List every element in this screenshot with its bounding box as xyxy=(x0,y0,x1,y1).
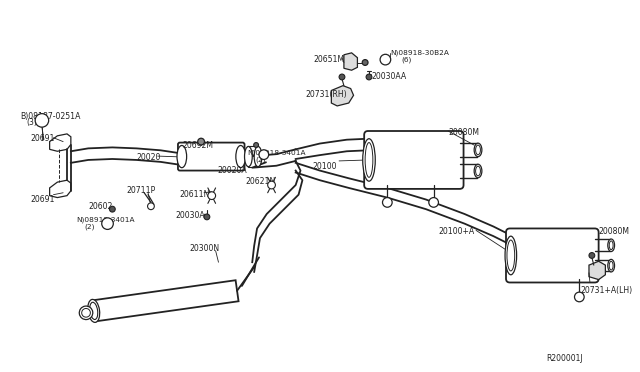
Ellipse shape xyxy=(476,145,481,155)
Ellipse shape xyxy=(236,145,246,168)
FancyBboxPatch shape xyxy=(364,131,463,189)
Circle shape xyxy=(589,253,595,259)
Text: N: N xyxy=(105,221,110,226)
Text: 20030AA: 20030AA xyxy=(371,72,406,81)
Circle shape xyxy=(339,74,345,80)
Text: 20300N: 20300N xyxy=(189,244,220,253)
Ellipse shape xyxy=(82,308,90,317)
Text: N: N xyxy=(383,57,388,62)
Ellipse shape xyxy=(88,299,100,323)
Circle shape xyxy=(429,198,438,207)
Circle shape xyxy=(259,150,269,160)
Ellipse shape xyxy=(505,236,516,275)
Ellipse shape xyxy=(177,145,187,168)
Ellipse shape xyxy=(254,147,262,167)
Text: B)08187-0251A: B)08187-0251A xyxy=(20,112,81,121)
Ellipse shape xyxy=(365,142,373,177)
Polygon shape xyxy=(332,86,353,106)
Ellipse shape xyxy=(90,302,98,320)
Circle shape xyxy=(575,292,584,302)
Circle shape xyxy=(204,214,210,220)
Text: N: N xyxy=(261,152,266,157)
Circle shape xyxy=(383,198,392,207)
Text: 20020: 20020 xyxy=(136,153,161,162)
Ellipse shape xyxy=(608,259,614,272)
Text: 20691: 20691 xyxy=(30,195,55,204)
Circle shape xyxy=(109,206,115,212)
Circle shape xyxy=(148,203,154,210)
Polygon shape xyxy=(589,261,605,280)
Circle shape xyxy=(198,138,205,145)
Ellipse shape xyxy=(609,261,613,270)
Text: 20100: 20100 xyxy=(313,162,337,171)
Text: B: B xyxy=(39,118,45,124)
Text: 20691: 20691 xyxy=(30,134,55,143)
Text: 20731+A(LH): 20731+A(LH) xyxy=(580,286,632,295)
Text: R200001J: R200001J xyxy=(547,354,583,363)
Text: N)08918-30B2A: N)08918-30B2A xyxy=(390,50,449,57)
Ellipse shape xyxy=(474,164,482,178)
Circle shape xyxy=(268,181,275,189)
Ellipse shape xyxy=(244,147,252,167)
Text: 20020A: 20020A xyxy=(218,166,247,175)
Text: 20692M: 20692M xyxy=(183,141,214,150)
Text: (2): (2) xyxy=(84,224,95,230)
Circle shape xyxy=(380,54,390,65)
Ellipse shape xyxy=(474,143,482,157)
Ellipse shape xyxy=(609,241,613,250)
Ellipse shape xyxy=(507,240,515,271)
Text: (2): (2) xyxy=(255,156,266,163)
FancyBboxPatch shape xyxy=(178,142,244,171)
FancyBboxPatch shape xyxy=(506,228,598,282)
Circle shape xyxy=(208,192,216,199)
Circle shape xyxy=(362,60,368,65)
Ellipse shape xyxy=(476,166,481,176)
Ellipse shape xyxy=(79,306,93,320)
Text: (3): (3) xyxy=(26,118,37,128)
Text: 20611N: 20611N xyxy=(180,190,211,199)
Polygon shape xyxy=(50,134,71,151)
Text: 20080M: 20080M xyxy=(598,227,630,235)
Text: 20100+A: 20100+A xyxy=(438,227,474,235)
Text: N)08918-3401A: N)08918-3401A xyxy=(248,149,306,156)
Circle shape xyxy=(253,142,259,147)
Circle shape xyxy=(366,74,372,80)
Text: (6): (6) xyxy=(402,57,412,63)
Text: 20602: 20602 xyxy=(88,202,113,211)
Text: N)08918-3401A: N)08918-3401A xyxy=(77,217,135,223)
Text: 20621N: 20621N xyxy=(246,177,276,186)
Ellipse shape xyxy=(363,139,375,181)
Ellipse shape xyxy=(608,239,614,251)
Text: 20731(RH): 20731(RH) xyxy=(305,90,347,99)
Polygon shape xyxy=(344,53,357,70)
Polygon shape xyxy=(92,280,239,321)
Text: 20030A: 20030A xyxy=(175,211,205,220)
Text: 20651M: 20651M xyxy=(313,55,344,64)
Text: 20711P: 20711P xyxy=(127,186,156,195)
Text: 20080M: 20080M xyxy=(448,128,479,137)
Circle shape xyxy=(35,113,49,127)
Circle shape xyxy=(102,218,113,230)
Polygon shape xyxy=(50,180,71,198)
